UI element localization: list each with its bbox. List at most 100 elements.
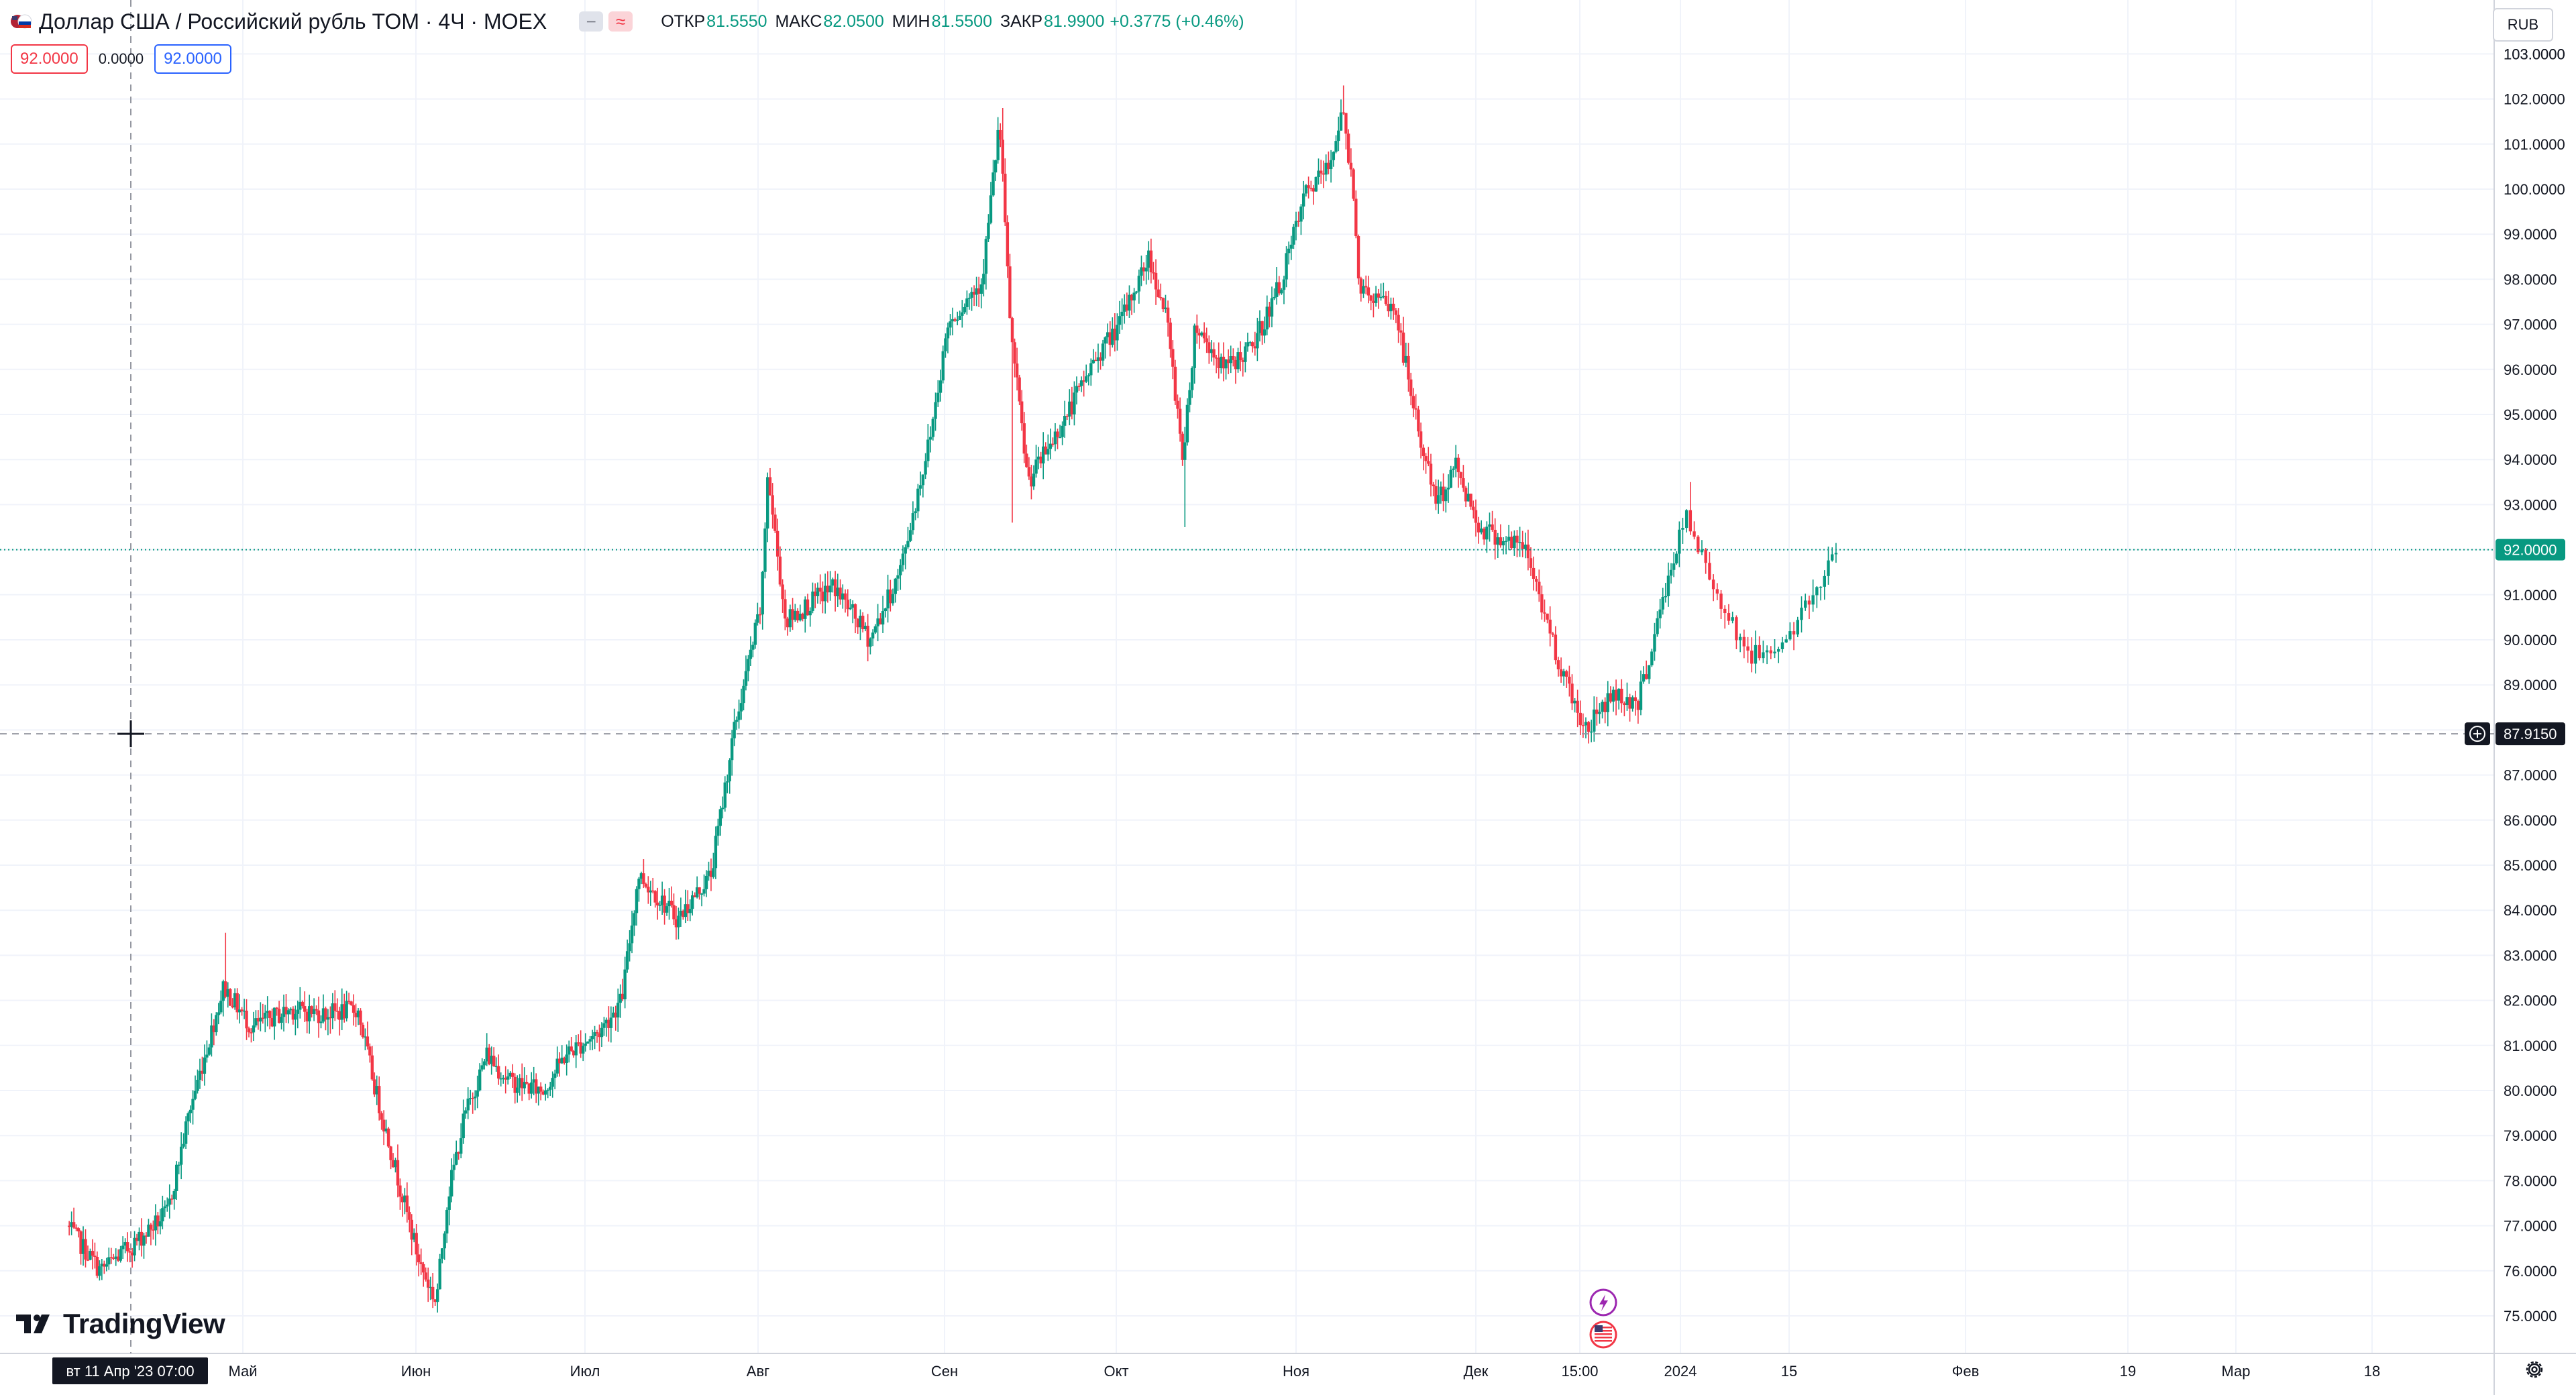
candle-body xyxy=(329,1017,332,1019)
candle-body xyxy=(354,1013,358,1017)
candle-body xyxy=(621,993,625,1000)
candle-body xyxy=(518,1078,521,1088)
price-tick-label: 78.0000 xyxy=(2504,1172,2557,1189)
candle-body xyxy=(443,1233,446,1249)
candle-body xyxy=(438,1258,441,1290)
candle-body xyxy=(530,1082,533,1094)
candle-body xyxy=(1653,634,1656,652)
candle-body xyxy=(254,1018,258,1025)
open-label: ОТКР xyxy=(661,11,706,31)
candle-body xyxy=(879,618,882,625)
candle-body xyxy=(1087,375,1090,377)
candle-body xyxy=(1075,386,1079,393)
candle-body xyxy=(590,1036,594,1040)
candle-body xyxy=(1379,296,1383,298)
candle-body xyxy=(1027,467,1031,477)
candle-body xyxy=(1224,359,1228,369)
minus-icon[interactable]: − xyxy=(579,11,604,32)
candle-body xyxy=(989,195,993,223)
candle-body xyxy=(174,1164,178,1191)
candle-body xyxy=(1382,295,1385,297)
candle-body xyxy=(1176,400,1179,409)
candle-body xyxy=(1723,608,1727,614)
candle-body xyxy=(114,1256,117,1259)
candle-body xyxy=(856,618,859,628)
candle-body xyxy=(488,1048,491,1064)
candle-body xyxy=(1273,296,1276,298)
candle-body xyxy=(1309,187,1313,189)
candle-body xyxy=(1449,469,1452,488)
candle-body xyxy=(926,439,930,461)
candle-body xyxy=(497,1066,500,1079)
candle-body xyxy=(914,511,917,514)
candle-body xyxy=(516,1087,519,1093)
candle-body xyxy=(152,1229,155,1231)
candle-body xyxy=(394,1160,397,1168)
candle-body xyxy=(125,1242,129,1251)
approx-icon[interactable]: ≈ xyxy=(608,11,633,32)
candle-body xyxy=(380,1113,383,1120)
candle-body xyxy=(1157,289,1160,298)
candle-body xyxy=(1459,472,1462,479)
candle-body xyxy=(1099,357,1102,361)
candle-body xyxy=(1704,549,1707,563)
candle-body xyxy=(537,1086,540,1094)
candle-body xyxy=(301,1001,304,1007)
low-label: МИН xyxy=(892,11,930,31)
price-tick-label: 75.0000 xyxy=(2504,1308,2557,1325)
candle-body xyxy=(391,1160,395,1168)
candle-body xyxy=(256,1018,260,1022)
candle-body xyxy=(1372,300,1375,303)
candle-body xyxy=(270,1017,274,1027)
candle-body xyxy=(586,1042,590,1044)
candle-body xyxy=(1684,510,1688,528)
candle-body xyxy=(921,474,925,486)
tradingview-logo[interactable]: TradingView xyxy=(15,1308,225,1340)
candle-body xyxy=(1784,639,1788,643)
candle-body xyxy=(851,604,855,608)
candle-body xyxy=(991,172,995,196)
candle-body xyxy=(756,614,759,623)
candle-body xyxy=(1171,349,1175,367)
candle-body xyxy=(1042,446,1045,463)
candle-body xyxy=(655,902,659,906)
candle-body xyxy=(89,1251,92,1260)
candle-body xyxy=(894,578,897,594)
candle-body xyxy=(665,906,669,913)
candle-body xyxy=(871,632,875,638)
buy-button[interactable]: 92.0000 xyxy=(154,44,231,74)
candle-body xyxy=(1606,693,1609,712)
candle-body xyxy=(1111,329,1114,345)
candle-body xyxy=(1678,529,1681,554)
candle-body xyxy=(853,604,857,619)
candle-body xyxy=(1197,333,1201,336)
candle-body xyxy=(1173,366,1177,401)
candle-body xyxy=(846,600,849,610)
candle-body xyxy=(669,901,674,905)
price-tick-label: 98.0000 xyxy=(2504,271,2557,288)
candle-body xyxy=(1568,677,1571,684)
candle-body xyxy=(359,1010,362,1025)
gear-icon[interactable] xyxy=(2522,1357,2546,1382)
candle-body xyxy=(1149,250,1153,273)
candle-body xyxy=(818,588,822,592)
price-tick-label: 76.0000 xyxy=(2504,1263,2557,1280)
sell-button[interactable]: 92.0000 xyxy=(11,44,88,74)
candle-body xyxy=(688,909,692,913)
candle-body xyxy=(619,993,622,1003)
candle-body xyxy=(593,1032,596,1036)
currency-button[interactable]: RUB xyxy=(2493,8,2553,42)
candle-body xyxy=(1327,162,1330,170)
time-tick-label: Окт xyxy=(1104,1363,1128,1380)
candle-body xyxy=(786,618,790,628)
candle-body xyxy=(326,1017,330,1020)
candle-body xyxy=(415,1233,418,1255)
candle-body xyxy=(1493,529,1497,545)
candle-body xyxy=(1454,457,1458,469)
symbol-title[interactable]: Доллар США / Российский рубль TOM · 4Ч ·… xyxy=(39,9,547,34)
candle-body xyxy=(1414,408,1417,410)
candle-body xyxy=(1432,484,1435,487)
candle-body xyxy=(546,1089,549,1091)
candle-body xyxy=(422,1264,425,1273)
